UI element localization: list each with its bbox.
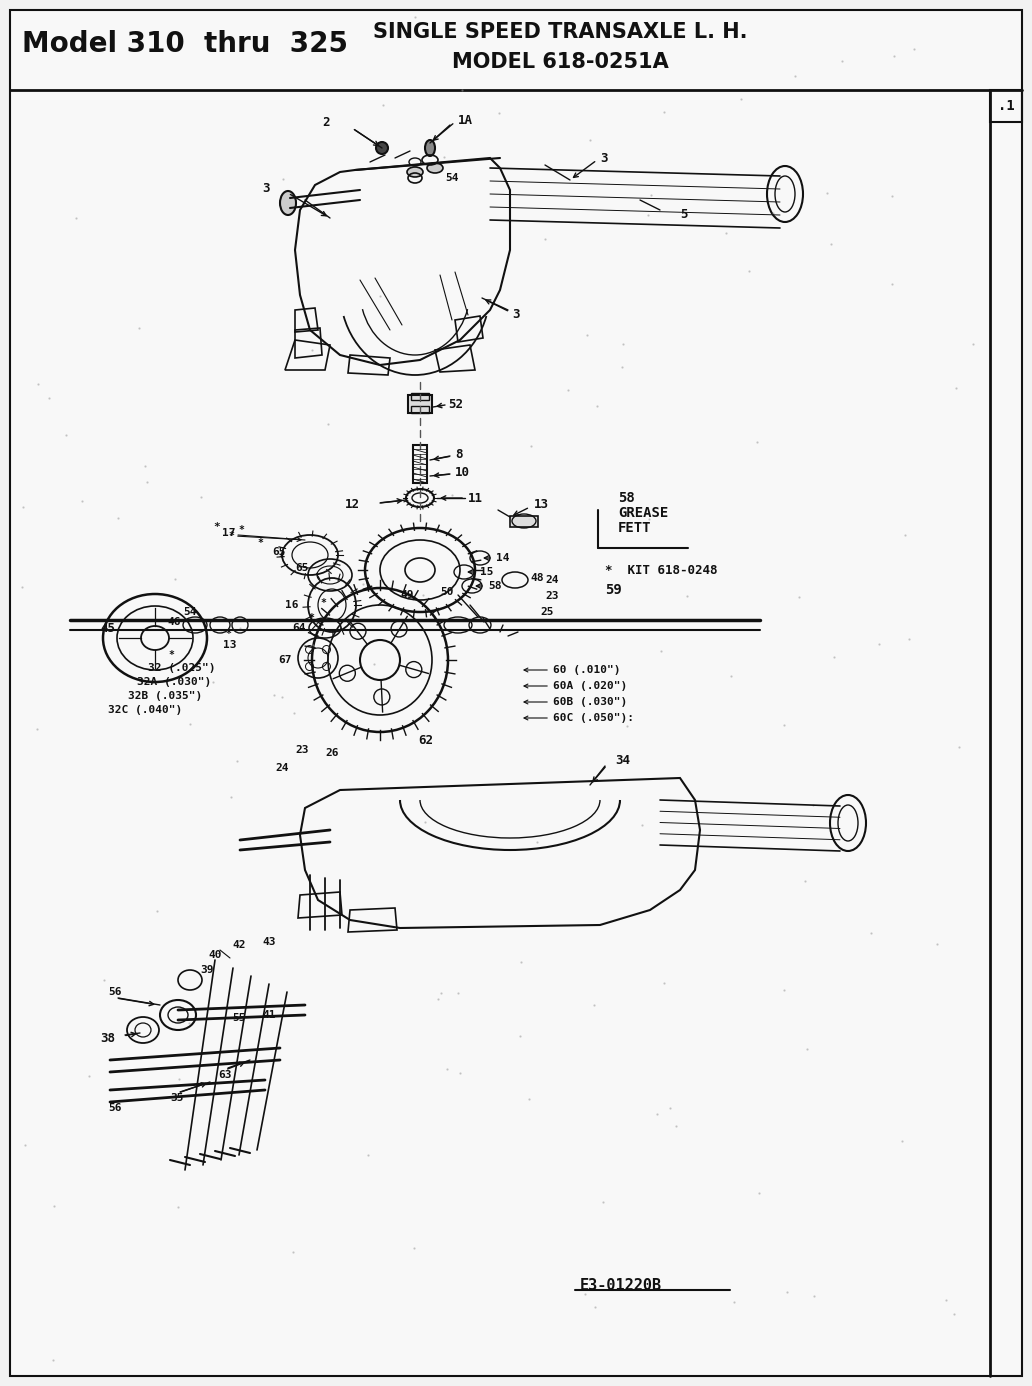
Text: 60B (.030"): 60B (.030") [553, 697, 627, 707]
Text: 34: 34 [615, 754, 630, 766]
Text: 25: 25 [540, 607, 553, 617]
Text: *: * [213, 523, 220, 532]
Text: 10: 10 [455, 466, 470, 478]
Text: 59: 59 [605, 584, 621, 597]
Text: 14: 14 [496, 553, 510, 563]
Text: 32C (.040"): 32C (.040") [108, 705, 183, 715]
Text: 50: 50 [440, 588, 453, 597]
Text: 60A (.020"): 60A (.020") [553, 681, 627, 692]
Text: *: * [320, 597, 326, 608]
Text: *: * [238, 525, 244, 535]
Ellipse shape [407, 166, 423, 177]
FancyBboxPatch shape [10, 10, 1022, 1376]
Text: 65: 65 [272, 547, 286, 557]
Text: 15: 15 [480, 567, 493, 577]
Text: *: * [225, 629, 231, 639]
Text: 3: 3 [262, 182, 270, 194]
Bar [510, 516, 538, 527]
Text: 41: 41 [262, 1010, 276, 1020]
Text: GREASE: GREASE [618, 506, 669, 520]
Ellipse shape [427, 164, 443, 173]
Text: 46: 46 [167, 617, 181, 626]
Text: *: * [257, 538, 263, 547]
Text: 13: 13 [534, 499, 549, 511]
Text: 60C (.050"):: 60C (.050"): [553, 712, 634, 723]
Text: 16: 16 [285, 600, 298, 610]
Text: *  KIT 618-0248: * KIT 618-0248 [605, 564, 717, 577]
Text: 58: 58 [618, 491, 635, 505]
Bar [411, 406, 429, 413]
Text: 64: 64 [292, 622, 305, 633]
Text: 26: 26 [325, 748, 338, 758]
Bar [411, 394, 429, 401]
Text: 65: 65 [295, 563, 309, 572]
Ellipse shape [376, 141, 388, 154]
Text: 45: 45 [100, 621, 115, 635]
Bar [413, 445, 427, 482]
Text: .1: .1 [998, 98, 1014, 114]
Text: 67: 67 [278, 656, 291, 665]
Text: 11: 11 [467, 492, 483, 505]
Text: 35: 35 [170, 1094, 184, 1103]
Text: 24: 24 [545, 575, 558, 585]
Text: 17: 17 [222, 528, 235, 538]
Text: 56: 56 [108, 987, 122, 997]
Text: *: * [308, 613, 314, 622]
Text: 8: 8 [455, 448, 462, 460]
Text: 54: 54 [183, 607, 196, 617]
Text: 1A: 1A [458, 114, 473, 126]
Bar [990, 90, 1022, 122]
Text: 23: 23 [545, 590, 558, 602]
Text: 13: 13 [223, 640, 236, 650]
Text: *: * [278, 553, 284, 563]
Text: 55: 55 [232, 1013, 246, 1023]
Text: 60 (.010"): 60 (.010") [553, 665, 620, 675]
Text: 24: 24 [275, 764, 289, 773]
Ellipse shape [280, 191, 296, 215]
Text: 12: 12 [345, 498, 360, 510]
Text: 43: 43 [262, 937, 276, 947]
Text: SINGLE SPEED TRANSAXLE L. H.: SINGLE SPEED TRANSAXLE L. H. [373, 22, 747, 42]
Text: 2: 2 [322, 116, 330, 129]
Text: 42: 42 [232, 940, 246, 949]
Ellipse shape [425, 140, 436, 157]
Text: 48: 48 [530, 572, 544, 584]
Text: 3: 3 [512, 309, 519, 322]
Text: 32 (.025"): 32 (.025") [148, 663, 216, 674]
Text: 54: 54 [445, 173, 458, 183]
Text: 5: 5 [680, 208, 687, 222]
Text: 63: 63 [218, 1070, 231, 1080]
Bar [408, 395, 432, 413]
Text: 32A (.030"): 32A (.030") [137, 676, 212, 687]
Text: Model 310  thru  325: Model 310 thru 325 [22, 30, 348, 58]
Text: 32B (.035"): 32B (.035") [128, 692, 202, 701]
Text: 3: 3 [600, 151, 608, 165]
Text: 39: 39 [200, 965, 214, 974]
Text: 23: 23 [295, 746, 309, 755]
Text: 58: 58 [488, 581, 502, 590]
Text: FETT: FETT [618, 521, 651, 535]
Text: 49: 49 [400, 590, 414, 600]
Text: 52: 52 [448, 399, 463, 412]
Text: *: * [228, 531, 234, 541]
Text: 38: 38 [100, 1031, 115, 1045]
Text: 62: 62 [418, 733, 433, 747]
Text: E3-01220B: E3-01220B [580, 1278, 663, 1293]
Text: 40: 40 [208, 949, 222, 960]
Text: MODEL 618-0251A: MODEL 618-0251A [452, 53, 669, 72]
Text: *: * [168, 650, 173, 660]
Text: 56: 56 [108, 1103, 122, 1113]
